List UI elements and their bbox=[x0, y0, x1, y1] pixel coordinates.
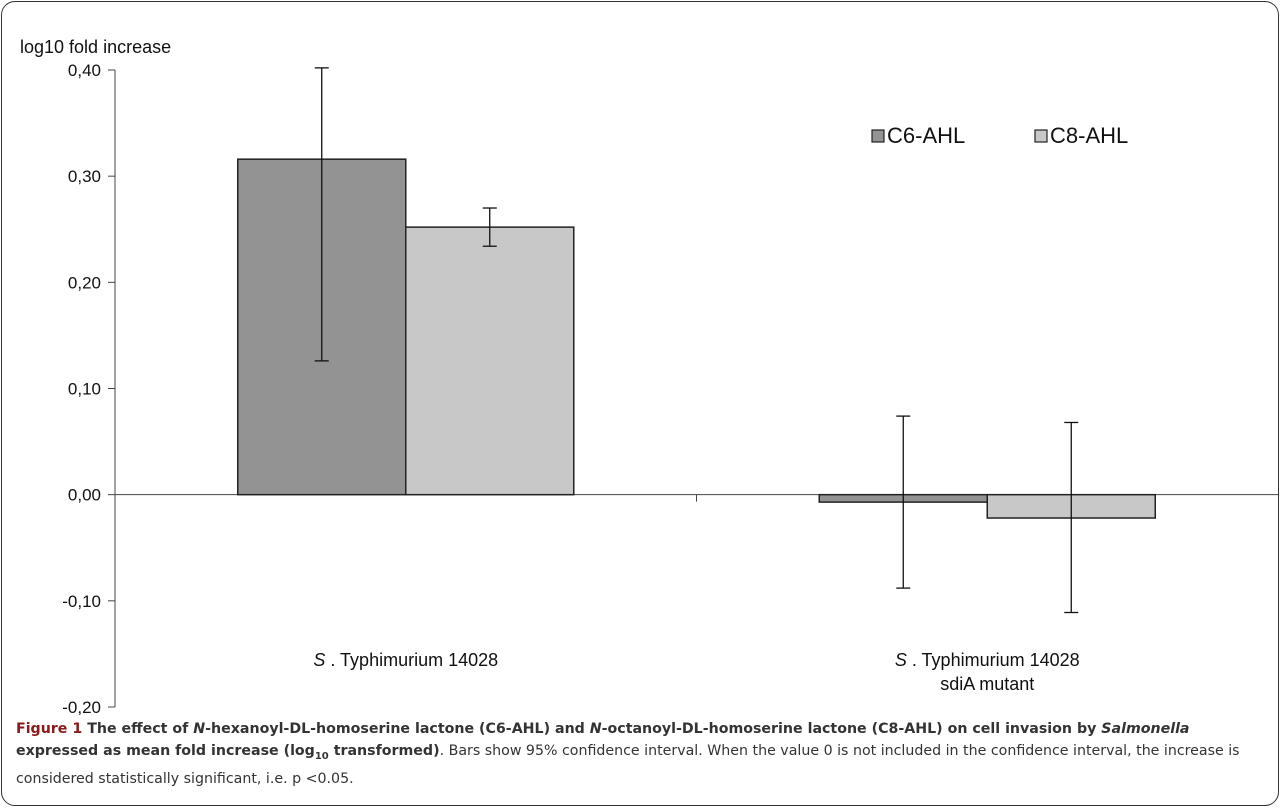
figure-label: Figure 1 bbox=[16, 721, 83, 737]
y-tick-label: -0,20 bbox=[62, 698, 101, 715]
y-tick-label: -0,10 bbox=[62, 592, 101, 611]
caption-title-part: expressed as mean fold increase (log bbox=[16, 743, 315, 759]
caption-title-part: N bbox=[193, 721, 206, 737]
caption-title-part: -octanoyl-DL-homoserine lactone (C8-AHL)… bbox=[601, 721, 1102, 737]
caption-title-part: N bbox=[589, 721, 602, 737]
caption-title-part: 10 bbox=[314, 750, 329, 762]
y-tick-label: 0,20 bbox=[68, 273, 101, 292]
category-label: S . Typhimurium 14028 bbox=[313, 650, 498, 670]
legend-label-c8-ahl: C8-AHL bbox=[1050, 123, 1128, 148]
caption-title-part: The effect of bbox=[82, 721, 194, 737]
y-tick-label: 0,10 bbox=[68, 380, 101, 399]
category-label: sdiA mutant bbox=[940, 674, 1034, 694]
bar-chart: 0,40 0,30 0,20 0,10 0,00 -0,10 -0,20 log10 fol… bbox=[20, 37, 1278, 715]
figure-title: The effect of N-hexanoyl-DL-homoserine l… bbox=[16, 721, 1190, 762]
chart-bars bbox=[237, 158, 1156, 519]
legend-swatch-c6-ahl bbox=[871, 129, 885, 143]
caption-title-part: transformed) bbox=[328, 743, 440, 759]
y-axis-label: log10 fold increase bbox=[20, 37, 171, 57]
caption-body: . Bars show 95% confidence interval. Whe… bbox=[16, 743, 1240, 787]
y-tick-label: 0,00 bbox=[68, 486, 101, 505]
category-label: S . Typhimurium 14028 bbox=[895, 650, 1080, 670]
figure-caption: Figure 1 The effect of N-hexanoyl-DL-hom… bbox=[16, 718, 1268, 790]
bar-c8-ahl bbox=[405, 226, 575, 496]
chart-labels: log10 fold increase S . Typhimurium 14028… bbox=[20, 37, 1080, 694]
y-tick-label: 0,40 bbox=[68, 61, 101, 80]
chart-error-bars bbox=[314, 67, 1079, 614]
y-tick-label: 0,30 bbox=[68, 167, 101, 186]
caption-title-part: Salmonella bbox=[1101, 721, 1190, 737]
legend-label-c6-ahl: C6-AHL bbox=[887, 123, 965, 148]
caption-title-part: -hexanoyl-DL-homoserine lactone (C6-AHL)… bbox=[205, 721, 590, 737]
chart-legend: C6-AHL C8-AHL bbox=[871, 123, 1128, 148]
legend-swatch-c8-ahl bbox=[1034, 129, 1048, 143]
